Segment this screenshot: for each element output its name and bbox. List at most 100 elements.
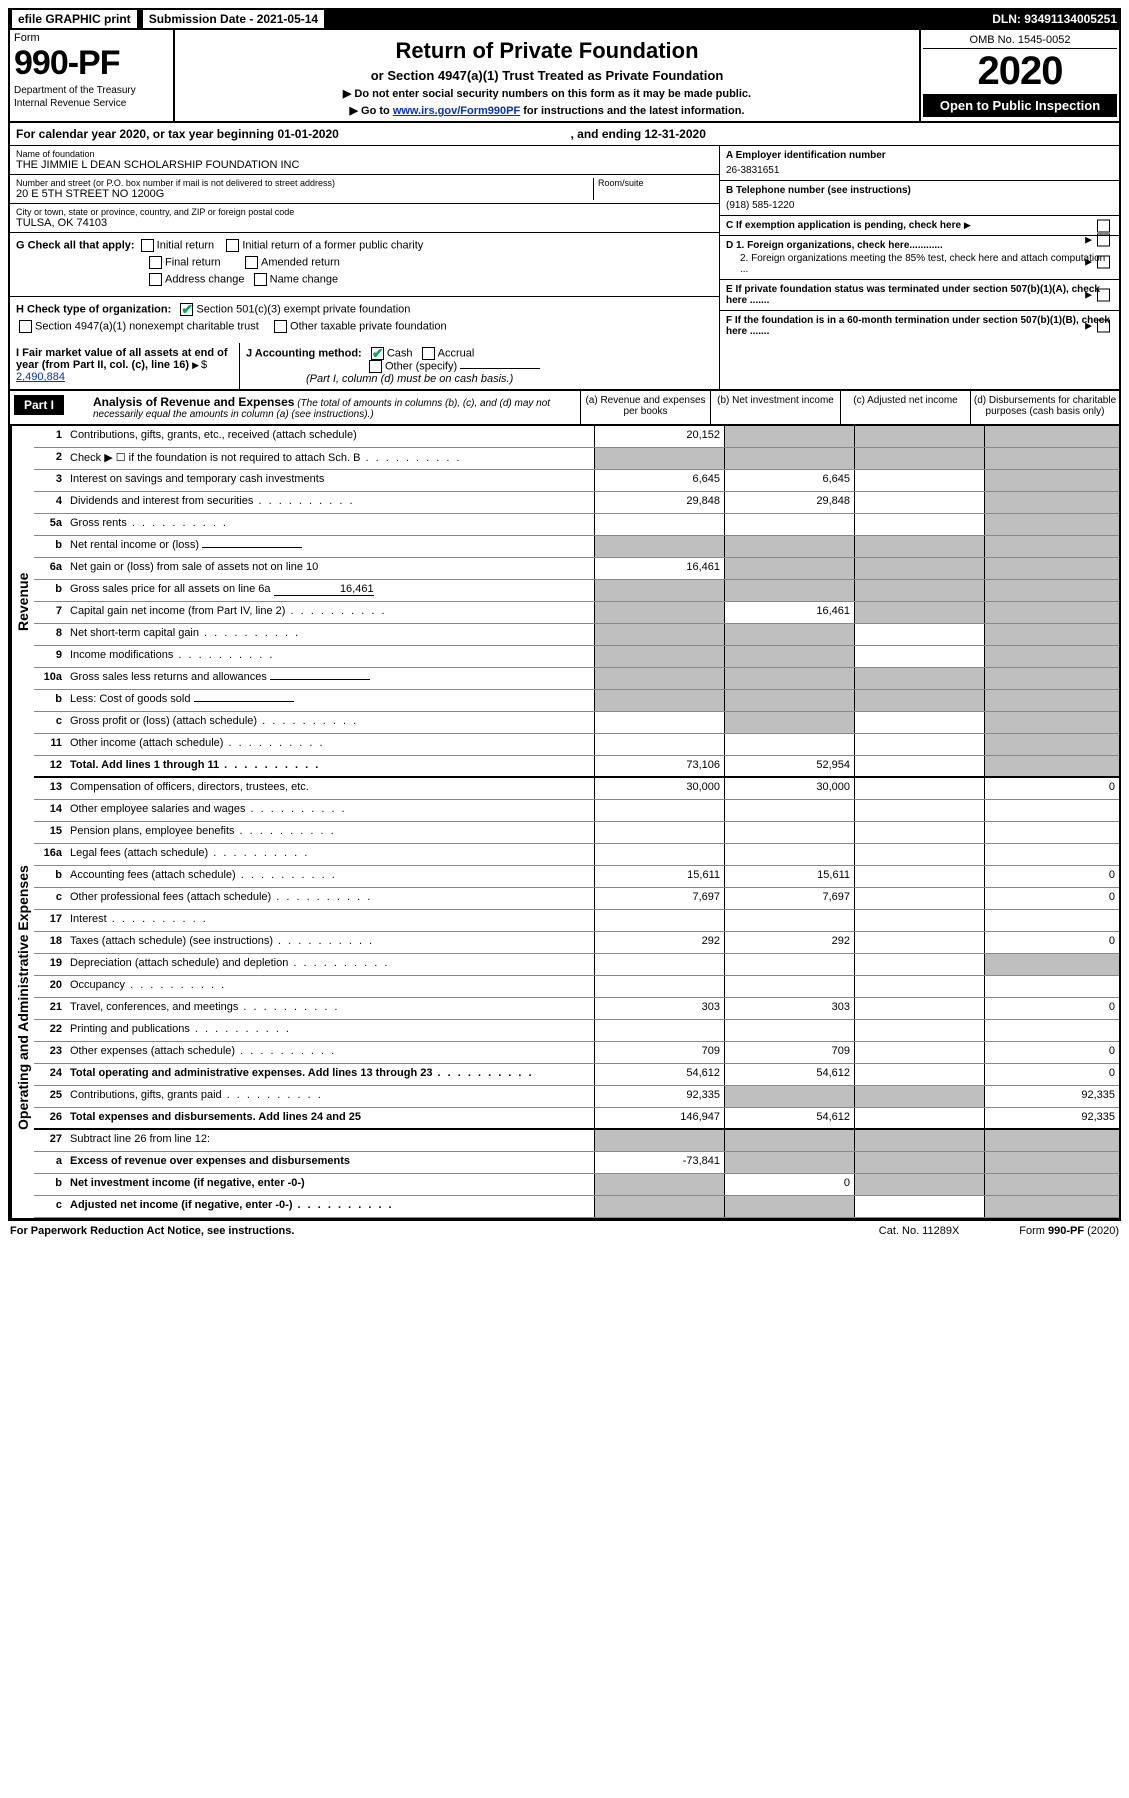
line-description: Other professional fees (attach schedule… (68, 888, 594, 909)
line-number: 22 (34, 1020, 68, 1041)
table-cell (594, 514, 724, 535)
table-cell (854, 998, 984, 1019)
line-description: Check ▶ ☐ if the foundation is not requi… (68, 448, 594, 469)
cb-other-method[interactable] (369, 360, 382, 373)
table-row: 24Total operating and administrative exp… (34, 1064, 1119, 1086)
section-f: F If the foundation is in a 60-month ter… (720, 311, 1119, 341)
cb-terminated[interactable] (1097, 289, 1110, 302)
table-cell: 0 (984, 1064, 1119, 1085)
table-row: 26Total expenses and disbursements. Add … (34, 1108, 1119, 1130)
table-cell (724, 624, 854, 645)
table-cell (984, 690, 1119, 711)
table-cell (854, 470, 984, 491)
table-cell: 0 (984, 778, 1119, 799)
revenue-section: Revenue 1Contributions, gifts, grants, e… (10, 426, 1119, 778)
line-description: Compensation of officers, directors, tru… (68, 778, 594, 799)
table-row: bGross sales price for all assets on lin… (34, 580, 1119, 602)
table-row: cOther professional fees (attach schedul… (34, 888, 1119, 910)
line-number: 21 (34, 998, 68, 1019)
table-cell: 73,106 (594, 756, 724, 776)
table-row: 19Depreciation (attach schedule) and dep… (34, 954, 1119, 976)
cb-85pct[interactable] (1097, 256, 1110, 269)
info-block: Name of foundation THE JIMMIE L DEAN SCH… (8, 146, 1121, 343)
foundation-city: TULSA, OK 74103 (16, 217, 713, 229)
cb-amended[interactable] (245, 256, 258, 269)
cb-other-taxable[interactable] (274, 320, 287, 333)
table-cell (854, 426, 984, 447)
table-cell (724, 580, 854, 601)
line-number: 8 (34, 624, 68, 645)
line-number: c (34, 888, 68, 909)
table-cell (854, 580, 984, 601)
table-cell (854, 602, 984, 623)
line-description: Pension plans, employee benefits (68, 822, 594, 843)
table-cell (854, 1086, 984, 1107)
table-cell: 303 (594, 998, 724, 1019)
table-cell (984, 602, 1119, 623)
line-number: 5a (34, 514, 68, 535)
cb-60month[interactable] (1097, 320, 1110, 333)
table-row: 25Contributions, gifts, grants paid92,33… (34, 1086, 1119, 1108)
table-cell (724, 1152, 854, 1173)
line-description: Interest (68, 910, 594, 931)
table-cell (854, 646, 984, 667)
arrow-icon (964, 220, 973, 231)
info-left: Name of foundation THE JIMMIE L DEAN SCH… (10, 146, 719, 343)
table-cell (854, 1042, 984, 1063)
line-number: b (34, 866, 68, 887)
table-cell (984, 756, 1119, 776)
cb-initial-former[interactable] (226, 239, 239, 252)
cb-exemption-pending[interactable] (1097, 219, 1110, 232)
omb-number: OMB No. 1545-0052 (923, 32, 1117, 49)
line-description: Depreciation (attach schedule) and deple… (68, 954, 594, 975)
cb-501c3[interactable] (180, 303, 193, 316)
cb-address-change[interactable] (149, 273, 162, 286)
table-cell (594, 646, 724, 667)
line-number: 20 (34, 976, 68, 997)
irs-link[interactable]: www.irs.gov/Form990PF (393, 105, 520, 117)
table-cell (594, 624, 724, 645)
table-cell (854, 976, 984, 997)
table-cell (854, 1020, 984, 1041)
table-cell (984, 492, 1119, 513)
table-cell (854, 1196, 984, 1217)
table-cell (984, 976, 1119, 997)
calendar-year-row: For calendar year 2020, or tax year begi… (8, 123, 1121, 146)
cb-foreign-org[interactable] (1097, 234, 1110, 247)
cb-name-change[interactable] (254, 273, 267, 286)
line-description: Travel, conferences, and meetings (68, 998, 594, 1019)
part1-badge: Part I (14, 395, 64, 415)
table-cell: 292 (724, 932, 854, 953)
table-cell (984, 426, 1119, 447)
cb-final-return[interactable] (149, 256, 162, 269)
instr-2: ▶ Go to www.irs.gov/Form990PF for instru… (183, 104, 911, 117)
cb-4947a1[interactable] (19, 320, 32, 333)
table-cell: 52,954 (724, 756, 854, 776)
table-cell (724, 668, 854, 689)
line-description: Total. Add lines 1 through 11 (68, 756, 594, 776)
cb-initial-return[interactable] (141, 239, 154, 252)
table-row: 18Taxes (attach schedule) (see instructi… (34, 932, 1119, 954)
table-cell (854, 690, 984, 711)
cb-cash[interactable] (371, 347, 384, 360)
table-cell (984, 1130, 1119, 1151)
cb-accrual[interactable] (422, 347, 435, 360)
table-cell (854, 1064, 984, 1085)
fmv-value[interactable]: 2,490,884 (16, 371, 65, 383)
table-cell (724, 558, 854, 579)
table-cell: 54,612 (724, 1108, 854, 1128)
table-cell (594, 536, 724, 557)
table-cell (854, 910, 984, 931)
table-cell: 16,461 (594, 558, 724, 579)
table-cell (984, 910, 1119, 931)
line-number: 24 (34, 1064, 68, 1085)
line-number: b (34, 536, 68, 557)
table-row: bLess: Cost of goods sold (34, 690, 1119, 712)
section-d: D 1. Foreign organizations, check here..… (720, 236, 1119, 280)
table-cell (984, 470, 1119, 491)
table-cell (854, 734, 984, 755)
line-number: 18 (34, 932, 68, 953)
line-description: Contributions, gifts, grants, etc., rece… (68, 426, 594, 447)
table-cell (854, 954, 984, 975)
table-cell (854, 844, 984, 865)
